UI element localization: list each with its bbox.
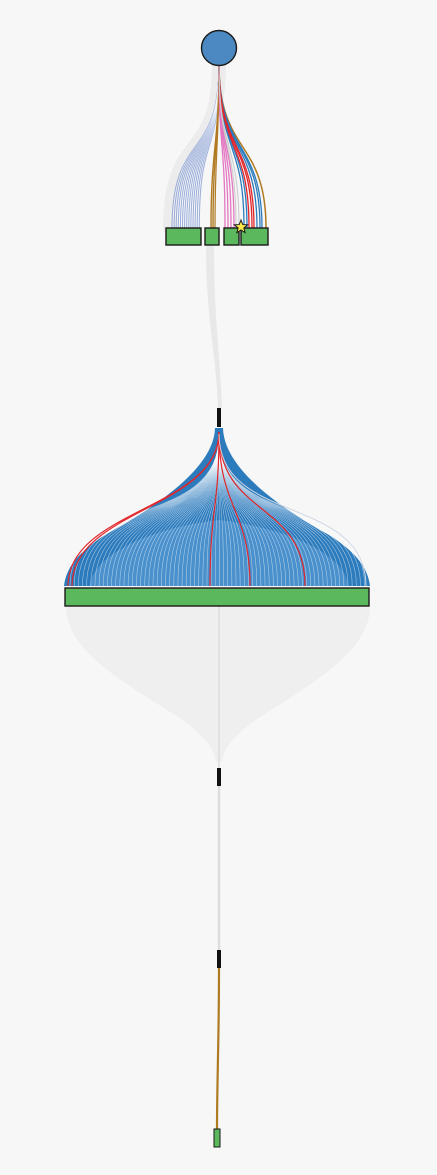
box-5-small (214, 1129, 220, 1147)
tick-connector-level-4 (217, 950, 221, 968)
root-node (202, 31, 237, 66)
box-1c (224, 228, 239, 245)
box-1a (166, 228, 201, 245)
node-layer (65, 31, 369, 1148)
gray-stem-1 (206, 246, 222, 408)
gold-flow-bottom (217, 968, 219, 1130)
tick-connector-level-2 (217, 408, 221, 427)
box-1b (205, 228, 219, 245)
gray-onion-lower (66, 606, 370, 762)
box-2-wide (65, 588, 369, 606)
tick-connector-level-3 (217, 768, 221, 786)
